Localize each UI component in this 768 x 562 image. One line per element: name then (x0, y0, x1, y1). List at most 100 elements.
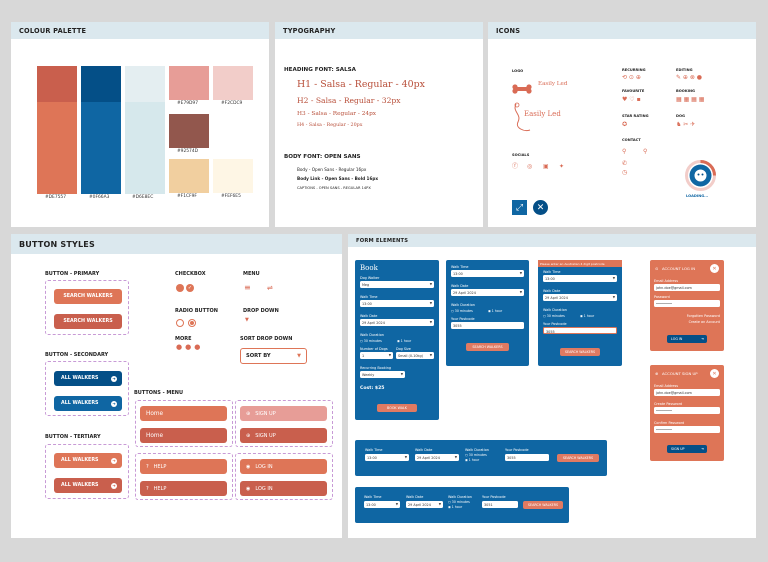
radio-selected[interactable] (188, 319, 196, 327)
sign-up-hover-button[interactable]: ⊕ SIGN UP (240, 428, 327, 443)
postcode-input[interactable]: 3055 (505, 454, 549, 461)
twitter-icon[interactable]: ✦ (559, 163, 565, 170)
h2-sample: H2 - Salsa - Regular - 32px (297, 96, 401, 105)
duration-1h-label: 1 hour (451, 505, 463, 509)
search-walkers-button[interactable]: SEARCH WALKERS (54, 289, 122, 304)
sign-up-button[interactable]: SIGN UP ➜ (667, 445, 707, 453)
email-field[interactable]: john.doe@gmail.com (654, 389, 720, 396)
password-field[interactable]: •••••••• (654, 300, 720, 307)
postcode-input[interactable]: 3051 (482, 501, 518, 508)
walk-date-label: Walk Date (415, 448, 433, 452)
instagram-icon[interactable]: ◎ (527, 163, 533, 170)
contact-label: CONTACT (622, 138, 641, 142)
checkbox-checked[interactable]: ✓ (186, 284, 194, 292)
forgotten-password-link[interactable]: Forgotten Password (686, 314, 720, 318)
home-button[interactable]: Home (140, 406, 227, 421)
walk-date-select[interactable]: 29 April 2024 ▼ (451, 289, 524, 296)
create-account-link[interactable]: Create an Account (688, 320, 720, 324)
duration-1h-radio[interactable]: ◉ 1 hour (397, 339, 412, 343)
sign-up-button[interactable]: ⊕ SIGN UP (240, 406, 327, 421)
walk-time-select[interactable]: 13:00 ▼ (364, 501, 400, 508)
dog-size-select[interactable]: Small (0-10kg) ▼ (396, 352, 434, 359)
walk-time-select[interactable]: 13:00 ▼ (451, 270, 524, 277)
duration-30-radio[interactable]: ○ 30 minutes (543, 314, 565, 318)
log-in-hover-button[interactable]: ◉ LOG IN (240, 481, 327, 496)
chevron-down-icon[interactable]: ▼ (245, 317, 249, 323)
help-button[interactable]: ? HELP (140, 459, 227, 474)
linkedin-icon[interactable]: ▣ (543, 163, 549, 170)
typography-title: TYPOGRAPHY (275, 22, 483, 39)
menu-buttons-group-right (235, 400, 333, 447)
duration-30-radio[interactable]: ○ 30 minutes (448, 500, 470, 504)
duration-30-radio[interactable]: ○ 30 minutes (451, 309, 473, 313)
duration-1h-radio[interactable]: ◉ 1 hour (580, 314, 595, 318)
more-dots-icon[interactable]: ●●● (176, 343, 204, 351)
all-walkers-tertiary-button[interactable]: ALL WALKERS ➜ (54, 453, 122, 468)
walk-date-select[interactable]: 29 April 2024 ▼ (406, 501, 443, 508)
pin-icon: ⚲ (643, 148, 648, 155)
radio-unselected[interactable] (176, 319, 184, 327)
duration-1h-radio[interactable]: ◉ 1 hour (465, 458, 480, 462)
duration-1h-radio[interactable]: ◉ 1 hour (448, 505, 463, 509)
all-walkers-tertiary-hover-button[interactable]: ALL WALKERS ➜ (54, 478, 122, 493)
walk-time-select[interactable]: 13:00 ▼ (365, 454, 409, 461)
swatch-blue (81, 66, 121, 102)
recurring-select[interactable]: Weekly ▼ (360, 371, 405, 378)
logo-text-large: Easily Led (524, 110, 561, 118)
log-in-button[interactable]: ◉ LOG IN (240, 459, 327, 474)
duration-30-radio[interactable]: ○ 30 minutes (465, 453, 487, 457)
confirm-password-field[interactable]: •••••••• (654, 426, 720, 433)
checkbox-unchecked[interactable] (176, 284, 184, 292)
log-in-label: LOG IN (671, 337, 683, 341)
home-hover-button[interactable]: Home (140, 428, 227, 443)
close-circle-icon[interactable]: ✕ (533, 200, 548, 215)
search-walkers-button[interactable]: SEARCH WALKERS (560, 348, 600, 356)
phone-icon: ✆ (622, 160, 628, 167)
walk-time-select[interactable]: 13:00 ▼ (360, 300, 434, 307)
walk-date-select[interactable]: 29 April 2024 ▼ (543, 294, 617, 301)
walk-date-select[interactable]: 29 April 2024 ▼ (360, 319, 434, 326)
postcode-input-error[interactable]: 3055 (543, 327, 617, 334)
search-walkers-button[interactable]: SEARCH WALKERS (557, 454, 599, 462)
book-walk-button[interactable]: BOOK WALK (377, 404, 417, 412)
sliders-icon[interactable]: ⇌ (267, 284, 273, 292)
email-field[interactable]: john.doe@gmail.com (654, 284, 720, 291)
close-icon[interactable]: ✕ (710, 369, 719, 378)
close-icon[interactable]: ✕ (710, 264, 719, 273)
user-plus-icon: ⊕ (246, 432, 251, 439)
search-walkers-button[interactable]: SEARCH WALKERS (523, 501, 563, 509)
signup-title: ACCOUNT SIGN UP (662, 371, 698, 376)
search-form-error-card: Please enter an Australian 4 digit postc… (538, 260, 622, 366)
create-password-field[interactable]: •••••••• (654, 407, 720, 414)
sort-by-dropdown[interactable]: SORT BY ▼ (240, 348, 307, 364)
duration-30-label: 30 minutes (468, 453, 487, 457)
postcode-input[interactable]: 3055 (451, 322, 524, 329)
duration-1h-radio[interactable]: ◉ 1 hour (488, 309, 503, 313)
facebook-icon[interactable]: ⓕ (512, 163, 519, 170)
all-walkers-hover-button[interactable]: ALL WALKERS ➜ (54, 396, 122, 411)
expand-icon[interactable]: ⤢ (512, 200, 527, 215)
arrow-right-icon: ➜ (111, 375, 117, 382)
log-in-button[interactable]: LOG IN ➜ (667, 335, 707, 343)
duration-30-radio[interactable]: ○ 30 minutes (360, 339, 382, 343)
walk-date-value: 29 April 2024 (362, 320, 385, 325)
help-label: HELP (153, 463, 167, 470)
password-label: Password (654, 295, 670, 299)
search-walkers-hover-button[interactable]: SEARCH WALKERS (54, 314, 122, 329)
help-hover-button[interactable]: ? HELP (140, 481, 227, 496)
recurring-value: Weekly (362, 372, 375, 377)
search-walkers-button[interactable]: SEARCH WALKERS (466, 343, 509, 351)
chevron-down-icon: ▼ (429, 353, 432, 358)
walk-time-select[interactable]: 13:00 ▼ (543, 275, 617, 282)
walk-date-select[interactable]: 29 April 2024 ▼ (415, 454, 459, 461)
swatch-label: #E79D97 (177, 101, 199, 106)
form-elements-title: FORM ELEMENTS (348, 234, 756, 247)
walk-time-value: 13:00 (362, 301, 372, 306)
chevron-down-icon: ▼ (454, 455, 457, 460)
walk-date-value: 29 April 2024 (408, 502, 431, 507)
hamburger-menu-icon[interactable]: ≡ (244, 283, 251, 292)
all-walkers-button[interactable]: ALL WALKERS ➜ (54, 371, 122, 386)
num-dogs-select[interactable]: 1 ▼ (360, 352, 393, 359)
dog-walker-select[interactable]: Meg ▼ (360, 281, 434, 288)
loading-label: LOADING... (686, 194, 709, 198)
